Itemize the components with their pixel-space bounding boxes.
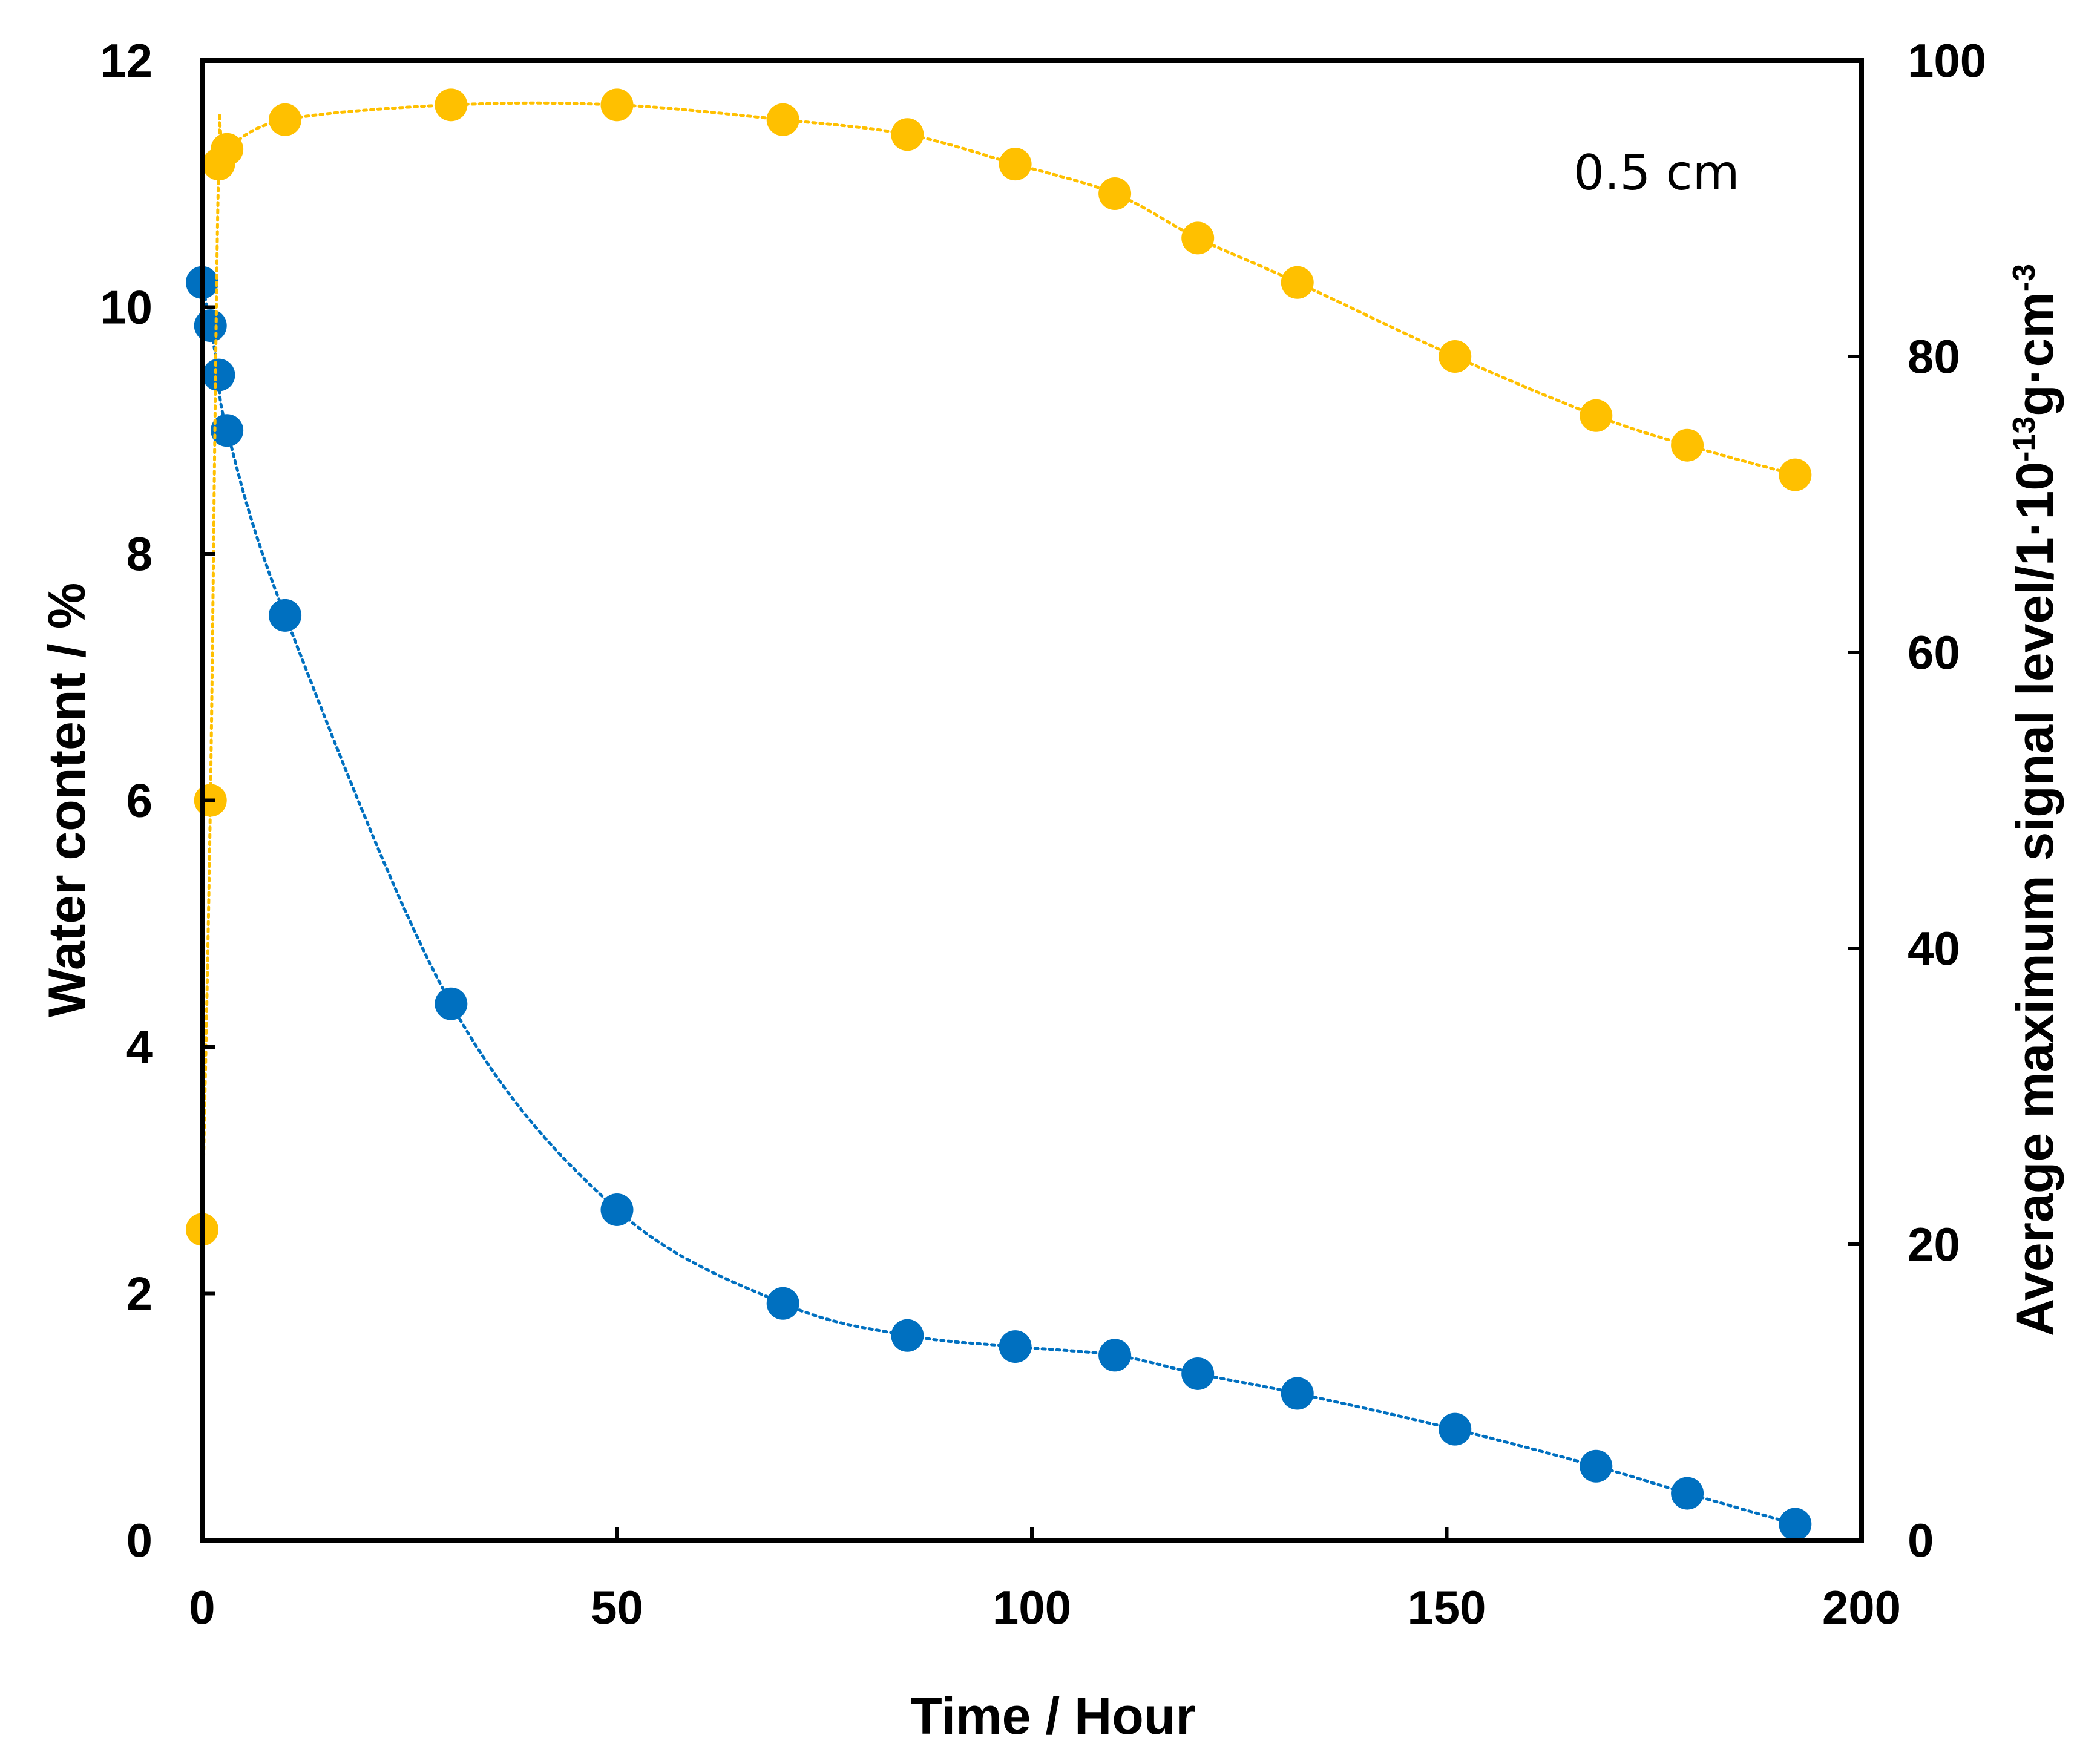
data-point (999, 1330, 1032, 1363)
data-point (999, 148, 1032, 181)
y-right-axis-title: Average maximum signal level/1·10-13g·cm… (2006, 264, 2064, 1336)
data-point (1281, 266, 1314, 299)
y-left-tick-label: 0 (126, 1514, 153, 1567)
y-right-tick-label: 40 (1908, 922, 1960, 975)
data-point (891, 118, 924, 151)
y-left-tick-label: 4 (126, 1020, 153, 1074)
y-right-tick-label: 100 (1908, 34, 1986, 87)
data-point (766, 1287, 799, 1320)
data-point (600, 88, 634, 122)
data-point (269, 599, 302, 632)
y-right-title-prefix: Average maximum signal level/1·10 (2006, 462, 2064, 1336)
data-point (1281, 1377, 1314, 1410)
data-point (600, 1193, 634, 1226)
data-point (1181, 221, 1215, 255)
y-right-title-exp2: -3 (2007, 264, 2042, 292)
y-left-tick-label: 8 (126, 527, 153, 580)
data-point (1779, 458, 1812, 491)
data-point (891, 1319, 924, 1352)
x-tick-label: 0 (189, 1581, 215, 1634)
y-right-tick-label: 20 (1908, 1218, 1960, 1271)
data-point (1098, 177, 1132, 211)
data-point (766, 103, 799, 136)
y-right-tick-label: 0 (1908, 1514, 1934, 1567)
annotation-label: 0.5 cm (1573, 145, 1740, 201)
data-point (269, 103, 302, 136)
x-tick-label: 150 (1407, 1581, 1486, 1634)
y-right-title-mid: g·cm (2006, 292, 2064, 416)
y-left-tick-label: 2 (126, 1267, 153, 1321)
y-left-axis-title: Water content / % (38, 583, 96, 1017)
data-point (1439, 340, 1472, 373)
y-left-tick-label: 10 (100, 281, 153, 334)
series-water-content (186, 266, 1812, 1541)
y-left-axis-ticks: 0 2 4 6 8 10 12 (100, 34, 215, 1567)
data-point (435, 88, 468, 122)
x-axis-ticks: 0 50 100 150 200 (189, 1527, 1901, 1634)
y-left-tick-label: 6 (126, 774, 153, 827)
x-axis-title: Time / Hour (910, 1687, 1196, 1745)
x-tick-label: 100 (993, 1581, 1071, 1634)
data-point (211, 133, 244, 166)
data-point (1779, 1508, 1812, 1541)
y-right-tick-label: 60 (1908, 626, 1960, 679)
x-tick-label: 200 (1822, 1581, 1901, 1634)
data-point (211, 414, 244, 447)
y-right-axis-ticks: 0 20 40 60 80 100 (1848, 34, 1986, 1567)
x-tick-label: 50 (591, 1581, 643, 1634)
data-point (1439, 1412, 1472, 1446)
data-point (1181, 1357, 1215, 1390)
data-point (1671, 1477, 1704, 1510)
data-point (1580, 399, 1613, 432)
series-layer (186, 88, 1812, 1541)
data-point (1098, 1339, 1132, 1372)
data-point (435, 987, 468, 1020)
y-right-tick-label: 80 (1908, 330, 1960, 383)
series-line (200, 281, 1797, 1526)
data-point (202, 358, 235, 392)
data-point (1671, 428, 1704, 462)
y-right-title-exp1: -13 (2007, 416, 2042, 462)
data-point (1580, 1449, 1613, 1483)
data-point (194, 309, 227, 343)
y-left-tick-label: 12 (100, 34, 153, 87)
